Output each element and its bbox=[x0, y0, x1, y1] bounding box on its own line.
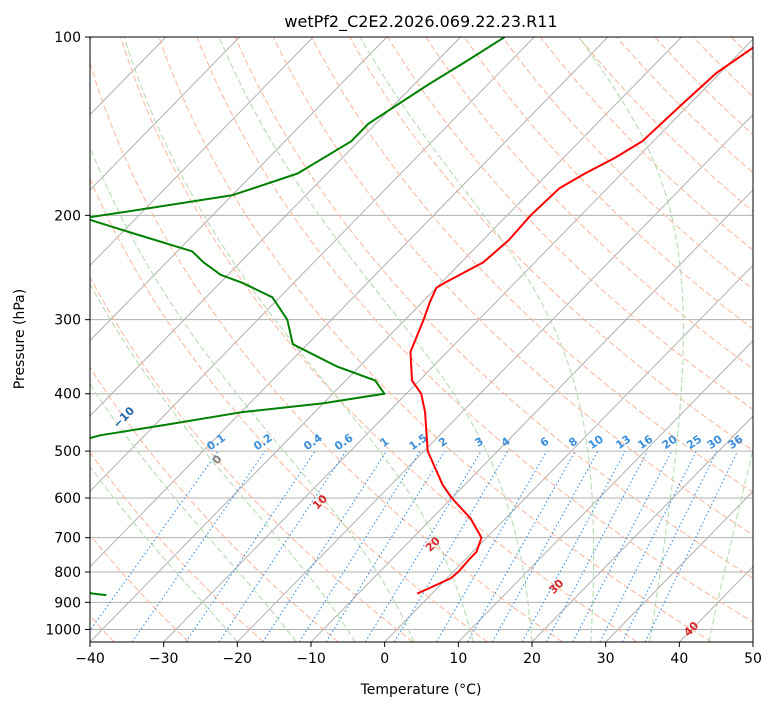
x-tick-label: 30 bbox=[597, 651, 615, 667]
isotherm-line bbox=[605, 490, 753, 642]
mixing-ratio-line bbox=[621, 450, 718, 642]
x-tick-label: −20 bbox=[223, 651, 253, 667]
y-tick-label: 700 bbox=[54, 531, 81, 547]
mixing-ratio-line bbox=[435, 450, 548, 642]
dry-adiabat-line bbox=[90, 177, 488, 642]
moist-adiabat-line bbox=[90, 282, 356, 642]
x-tick-label: 0 bbox=[380, 651, 389, 667]
y-tick-label: 1000 bbox=[45, 622, 81, 638]
isotherm-line bbox=[90, 37, 240, 191]
chart-title: wetPf2_C2E2.2026.069.22.23.R11 bbox=[284, 12, 557, 32]
isotherm-line bbox=[384, 264, 753, 642]
isotherm-line bbox=[163, 38, 753, 642]
plot-frame bbox=[89, 36, 754, 643]
mixing-ratio-line bbox=[545, 450, 648, 642]
dry-adiabat-line bbox=[196, 37, 753, 623]
x-tick-label: 20 bbox=[523, 651, 541, 667]
y-tick-label: 900 bbox=[54, 595, 81, 611]
x-tick-label: −10 bbox=[296, 651, 326, 667]
moist-adiabat-line bbox=[123, 37, 474, 642]
moist-adiabat-line bbox=[359, 37, 595, 642]
dry-adiabat-line bbox=[311, 37, 753, 494]
dry-adiabat-line bbox=[234, 37, 753, 579]
y-axis-label: Pressure (hPa) bbox=[12, 289, 28, 389]
x-tick-label: 40 bbox=[670, 651, 688, 667]
dry-adiabat-line bbox=[349, 37, 753, 452]
isotherm-line bbox=[90, 37, 682, 642]
grid-lines bbox=[90, 37, 753, 642]
isotherm-line bbox=[90, 37, 461, 417]
dry-adiabat-line bbox=[90, 534, 190, 642]
y-tick-label: 300 bbox=[54, 313, 81, 329]
temperature-profile-line bbox=[409, 46, 753, 595]
x-tick-label: −30 bbox=[149, 651, 179, 667]
mixing-ratio-line bbox=[364, 450, 482, 642]
y-tick-label: 800 bbox=[54, 565, 81, 581]
x-axis-label: Temperature (°C) bbox=[360, 682, 482, 698]
mixing-ratio-line bbox=[90, 450, 219, 632]
y-tick-label: 500 bbox=[54, 444, 81, 460]
dry-adiabat-line bbox=[90, 61, 563, 642]
moist-adiabat-line bbox=[90, 383, 297, 642]
mixing-ratio-line bbox=[491, 450, 599, 642]
mixing-ratio-line bbox=[298, 450, 421, 642]
isotherm-line bbox=[457, 339, 753, 642]
isotherm-line bbox=[90, 37, 535, 493]
axes: −40 −30 −20 −10 0 10 20 30 40 50 100 200 300 400 500 60… bbox=[45, 30, 762, 667]
moist-adiabat-line bbox=[578, 37, 684, 642]
dewpoint-profile-line bbox=[90, 37, 506, 597]
moist-adiabat-line bbox=[218, 37, 533, 642]
mixing-ratio-line bbox=[467, 450, 576, 642]
mixing-ratio-line bbox=[521, 450, 626, 642]
dry-adiabat-line bbox=[539, 37, 753, 251]
moist-adiabat-line bbox=[90, 145, 415, 642]
y-tick-label: 200 bbox=[54, 208, 81, 224]
isotherm-line bbox=[90, 37, 314, 267]
y-tick-label: 100 bbox=[54, 30, 81, 46]
mixing-ratio-line bbox=[325, 450, 446, 642]
y-tick-label: 400 bbox=[54, 387, 81, 403]
dry-adiabat-line bbox=[90, 366, 339, 642]
isotherm-line bbox=[90, 37, 609, 568]
dry-adiabat-line bbox=[425, 37, 753, 370]
y-tick-label: 600 bbox=[54, 491, 81, 507]
x-tick-label: 50 bbox=[744, 651, 762, 667]
isotherm-line bbox=[531, 415, 753, 642]
mixing-ratio-line bbox=[185, 450, 316, 642]
x-tick-label: −40 bbox=[75, 651, 105, 667]
dry-adiabat-line bbox=[463, 37, 753, 330]
mixing-ratio-line bbox=[644, 450, 739, 642]
isotherm-line bbox=[90, 37, 388, 342]
dry-adiabat-line bbox=[501, 37, 753, 291]
isotherm-line bbox=[236, 113, 753, 642]
profile-lines bbox=[90, 37, 753, 597]
dry-adiabat-line bbox=[120, 37, 638, 642]
dry-adiabat-line bbox=[90, 276, 414, 642]
dry-adiabat-line bbox=[387, 37, 753, 411]
dry-adiabat-line bbox=[578, 37, 753, 213]
dry-adiabat-line bbox=[272, 37, 753, 536]
x-tick-label: 10 bbox=[449, 651, 467, 667]
moist-adiabat-line bbox=[708, 447, 753, 642]
mixing-ratio-line bbox=[131, 450, 266, 642]
dry-adiabat-line bbox=[158, 37, 712, 642]
mixing-ratio-line bbox=[393, 450, 509, 642]
